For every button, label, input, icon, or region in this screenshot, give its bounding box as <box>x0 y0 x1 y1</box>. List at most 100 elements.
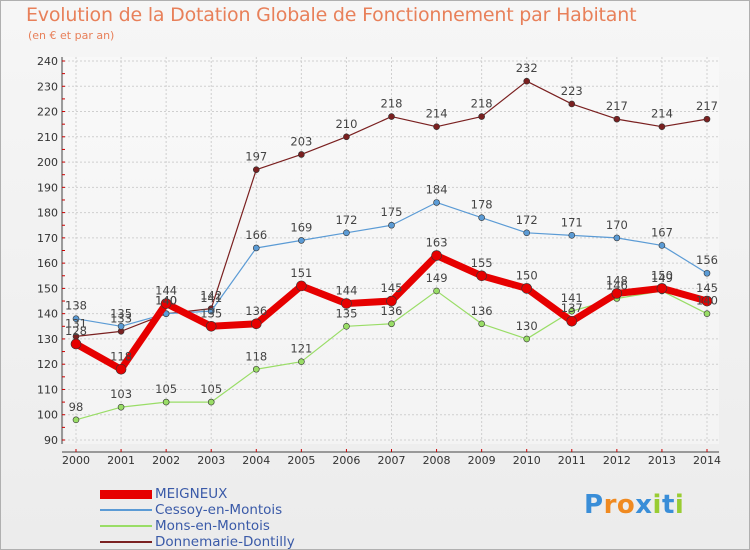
legend-label: MEIGNEUX <box>155 486 228 502</box>
data-point <box>115 363 127 375</box>
data-label: 130 <box>516 319 538 333</box>
data-label: 105 <box>200 382 222 396</box>
data-point <box>611 288 623 299</box>
data-label: 136 <box>381 304 403 318</box>
y-tick-label: 210 <box>37 131 58 144</box>
data-point <box>343 133 350 141</box>
data-point <box>476 270 487 282</box>
y-tick-label: 200 <box>37 156 58 169</box>
logo-letter: r <box>603 490 617 520</box>
chart-subtitle: (en € et par an) <box>28 29 115 42</box>
data-point <box>433 199 440 206</box>
data-point <box>162 398 170 406</box>
y-tick-label: 220 <box>37 106 58 119</box>
data-label: 135 <box>335 306 357 320</box>
data-label: 145 <box>381 281 403 295</box>
data-point <box>433 123 440 130</box>
data-label: 144 <box>335 284 357 298</box>
data-label: 203 <box>290 134 312 148</box>
data-label: 136 <box>471 304 493 318</box>
data-point <box>658 242 666 249</box>
y-tick-label: 130 <box>37 333 58 346</box>
data-label: 128 <box>65 324 87 338</box>
data-label: 149 <box>426 271 448 285</box>
data-label: 218 <box>471 97 493 111</box>
data-label: 197 <box>245 150 267 164</box>
x-tick-label: 2003 <box>197 454 225 467</box>
x-tick-label: 2011 <box>558 454 586 467</box>
data-label: 135 <box>200 306 222 320</box>
data-label: 142 <box>200 289 222 303</box>
data-label: 118 <box>110 349 132 363</box>
data-label: 218 <box>381 97 403 111</box>
legend-item: MEIGNEUX <box>100 486 295 502</box>
chart-title: Evolution de la Dotation Globale de Fonc… <box>26 4 637 26</box>
y-tick-label: 160 <box>37 257 58 270</box>
y-tick-label: 170 <box>37 232 58 245</box>
data-label: 166 <box>245 228 267 242</box>
x-tick-label: 2005 <box>287 454 315 467</box>
data-label: 171 <box>561 215 583 229</box>
y-tick-label: 230 <box>37 80 58 93</box>
data-label: 140 <box>696 294 718 308</box>
data-label: 140 <box>155 294 177 308</box>
data-label: 217 <box>606 99 628 113</box>
x-tick-label: 2013 <box>648 454 676 467</box>
data-point <box>296 280 307 292</box>
data-point <box>388 320 395 328</box>
data-point <box>478 320 485 328</box>
data-label: 217 <box>696 99 718 113</box>
data-label: 232 <box>516 61 538 75</box>
x-tick-label: 2012 <box>603 454 631 467</box>
data-point <box>703 269 711 277</box>
data-label: 167 <box>651 225 673 239</box>
x-tick-label: 2006 <box>332 454 360 467</box>
data-point <box>613 234 621 242</box>
data-label: 98 <box>69 400 84 414</box>
data-label: 121 <box>290 342 312 356</box>
legend-item: Donnemarie-Dontilly <box>100 534 295 550</box>
x-tick-label: 2004 <box>242 454 270 467</box>
data-point <box>343 229 350 237</box>
data-label: 144 <box>155 284 177 298</box>
data-point <box>117 403 125 411</box>
logo-letter: o <box>616 490 636 520</box>
data-point <box>613 115 621 123</box>
y-tick-label: 140 <box>37 308 58 321</box>
data-label: 155 <box>471 256 493 270</box>
data-point <box>72 315 80 323</box>
data-label: 151 <box>290 266 312 280</box>
data-point <box>656 283 668 294</box>
data-point <box>341 298 352 309</box>
data-point <box>252 365 260 373</box>
data-point <box>298 358 305 365</box>
y-tick-label: 180 <box>37 207 58 220</box>
data-label: 214 <box>426 107 448 121</box>
data-label: 138 <box>65 299 87 313</box>
logo-letter: t <box>661 490 675 520</box>
y-tick-label: 110 <box>37 383 58 396</box>
data-label: 146 <box>606 279 628 293</box>
data-label: 163 <box>426 236 448 250</box>
data-point <box>343 322 350 330</box>
data-label: 103 <box>110 387 132 401</box>
y-tick-label: 240 <box>37 55 58 68</box>
data-point <box>568 307 576 315</box>
x-tick-label: 2000 <box>62 454 90 467</box>
data-point <box>388 113 395 120</box>
data-label: 150 <box>516 268 538 282</box>
data-point <box>701 295 713 307</box>
legend-item: Cessoy-en-Montois <box>100 502 295 518</box>
legend-swatch <box>100 509 152 511</box>
data-point <box>205 320 217 332</box>
data-point <box>568 232 576 239</box>
data-point <box>298 151 305 158</box>
x-tick-label: 2007 <box>378 454 406 467</box>
data-label: 172 <box>335 213 357 227</box>
data-label: 156 <box>696 253 718 267</box>
legend-swatch <box>100 489 152 499</box>
data-label: 135 <box>110 306 132 320</box>
logo-letter: P <box>584 490 604 520</box>
data-label: 145 <box>696 281 718 295</box>
